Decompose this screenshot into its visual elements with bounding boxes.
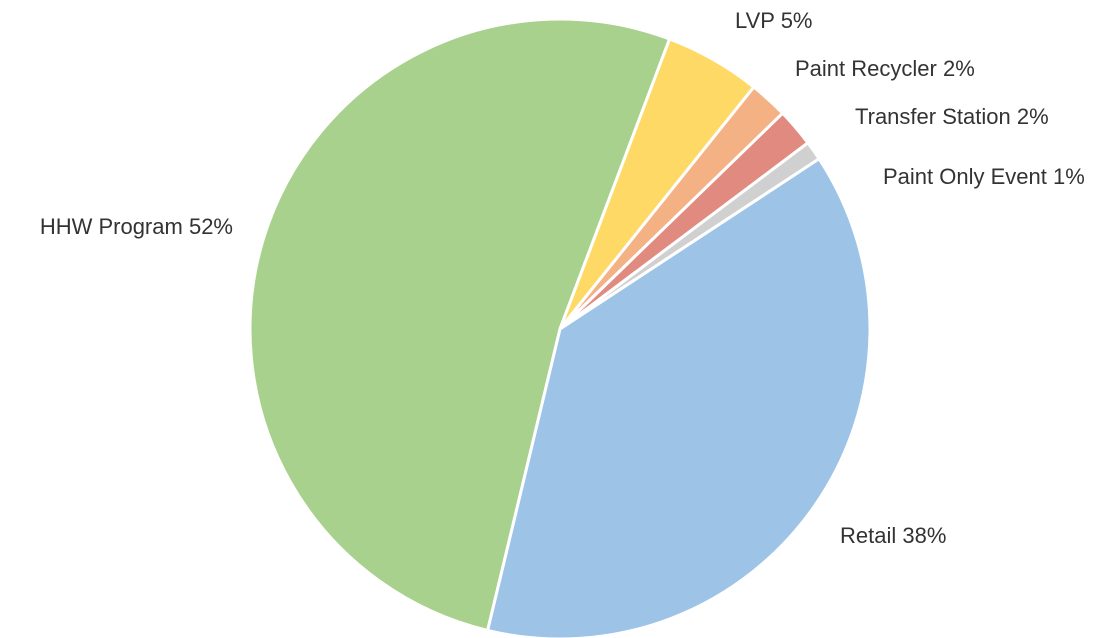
slice-label: Paint Only Event 1%: [883, 164, 1085, 189]
slice-label: HHW Program 52%: [40, 214, 233, 239]
pie-slice: [248, 17, 672, 633]
slice-name: Retail: [840, 523, 896, 548]
slice-value: 1%: [1053, 164, 1085, 189]
slice-value: 2%: [943, 56, 975, 81]
slice-name: LVP: [735, 8, 775, 33]
slice-value: 2%: [1017, 104, 1049, 129]
slice-name: Paint Recycler: [795, 56, 937, 81]
slice-label: Retail 38%: [840, 523, 946, 548]
slice-label: LVP 5%: [735, 8, 812, 33]
slice-value: 5%: [781, 8, 813, 33]
slice-name: Transfer Station: [855, 104, 1011, 129]
slice-value: 52%: [189, 214, 233, 239]
slice-value: 38%: [902, 523, 946, 548]
slice-label: Paint Recycler 2%: [795, 56, 975, 81]
pie-slice: [485, 156, 872, 638]
slice-name: HHW Program: [40, 214, 183, 239]
slice-name: Paint Only Event: [883, 164, 1047, 189]
slice-label: Transfer Station 2%: [855, 104, 1049, 129]
